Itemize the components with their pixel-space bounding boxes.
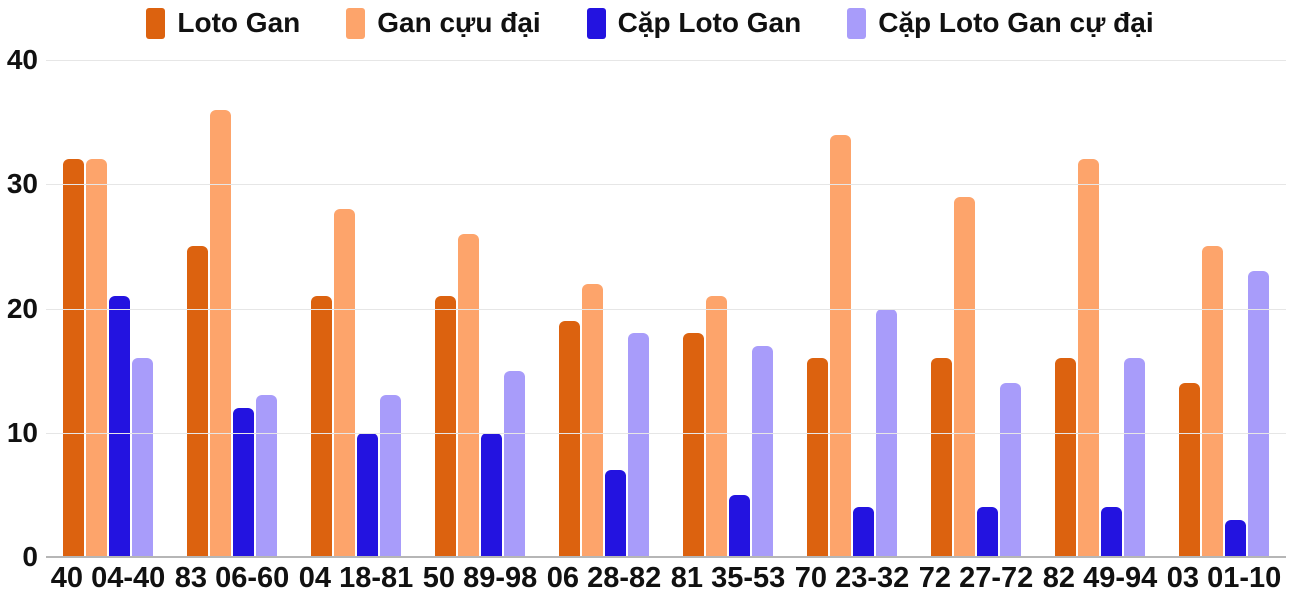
- bar[interactable]: [1179, 383, 1200, 557]
- legend-item-2[interactable]: Cặp Loto Gan: [586, 7, 802, 39]
- bar[interactable]: [481, 432, 502, 557]
- bar[interactable]: [1078, 159, 1099, 557]
- bar[interactable]: [853, 507, 874, 557]
- bar[interactable]: [830, 134, 851, 557]
- bar-group: [1162, 60, 1286, 557]
- bar[interactable]: [931, 358, 952, 557]
- bar[interactable]: [559, 320, 580, 557]
- bar[interactable]: [63, 159, 84, 557]
- gridline: [46, 60, 1286, 61]
- x-tick-label: 82 49-94: [1042, 562, 1158, 594]
- x-tick-label: 40 04-40: [50, 562, 166, 594]
- legend-label: Cặp Loto Gan: [617, 7, 802, 38]
- legend-swatch-icon: [346, 7, 366, 39]
- bar[interactable]: [256, 395, 277, 557]
- legend-swatch-icon: [847, 7, 867, 39]
- bar[interactable]: [86, 159, 107, 557]
- bar[interactable]: [977, 507, 998, 557]
- legend-swatch-icon: [586, 7, 606, 39]
- bar[interactable]: [706, 296, 727, 557]
- bar-group: [1038, 60, 1162, 557]
- x-tick-label: 04 18-81: [298, 562, 414, 594]
- x-axis-line: [46, 556, 1286, 558]
- legend-label: Cặp Loto Gan cự đại: [878, 7, 1154, 38]
- y-tick-label: 40: [6, 44, 38, 75]
- bar-group: [46, 60, 170, 557]
- bar[interactable]: [683, 333, 704, 557]
- bar[interactable]: [1202, 246, 1223, 557]
- bar[interactable]: [1124, 358, 1145, 557]
- bar[interactable]: [357, 432, 378, 557]
- bar-group: [418, 60, 542, 557]
- legend-item-3[interactable]: Cặp Loto Gan cự đại: [847, 7, 1154, 39]
- bar[interactable]: [1225, 519, 1246, 557]
- x-tick-label: 70 23-32: [794, 562, 910, 594]
- bar[interactable]: [132, 358, 153, 557]
- x-tick-label: 06 28-82: [546, 562, 662, 594]
- bar-group: [914, 60, 1038, 557]
- y-axis: 0 10 20 30 40: [0, 0, 38, 600]
- bar[interactable]: [582, 283, 603, 557]
- bar[interactable]: [311, 296, 332, 557]
- legend-label: Gan cựu đại: [377, 7, 541, 38]
- bar-groups: [46, 60, 1286, 557]
- legend-swatch-icon: [146, 7, 166, 39]
- bar-group: [294, 60, 418, 557]
- bar[interactable]: [458, 233, 479, 557]
- bar[interactable]: [504, 370, 525, 557]
- bar[interactable]: [435, 296, 456, 557]
- gridline: [46, 308, 1286, 310]
- x-tick-label: 50 89-98: [422, 562, 538, 594]
- legend-item-1[interactable]: Gan cựu đại: [346, 7, 541, 39]
- bar[interactable]: [187, 246, 208, 557]
- x-tick-label: 83 06-60: [174, 562, 290, 594]
- bar[interactable]: [1000, 383, 1021, 557]
- gridline: [46, 432, 1286, 434]
- plot-area: [46, 60, 1286, 558]
- y-tick-label: 30: [6, 168, 38, 200]
- bar[interactable]: [954, 196, 975, 557]
- bar-group: [170, 60, 294, 557]
- bar[interactable]: [1055, 358, 1076, 557]
- gridline: [46, 184, 1286, 186]
- bar-group: [542, 60, 666, 557]
- y-tick-label: 20: [6, 292, 38, 324]
- chart-legend: Loto Gan Gan cựu đại Cặp Loto Gan Cặp Loto …: [0, 7, 1300, 39]
- x-tick-label: 81 35-53: [670, 562, 786, 594]
- bar[interactable]: [1101, 507, 1122, 557]
- bar[interactable]: [109, 296, 130, 557]
- bar[interactable]: [1248, 271, 1269, 557]
- bar[interactable]: [605, 470, 626, 557]
- bar[interactable]: [380, 395, 401, 557]
- bar[interactable]: [210, 109, 231, 557]
- x-axis: 40 04-40 83 06-60 04 18-81 50 89-98 06 28-82…: [46, 562, 1286, 595]
- bar[interactable]: [233, 407, 254, 557]
- x-tick-label: 03 01-10: [1166, 562, 1282, 594]
- legend-item-0[interactable]: Loto Gan: [146, 7, 300, 39]
- bar[interactable]: [752, 345, 773, 557]
- x-tick-label: 72 27-72: [918, 562, 1034, 594]
- bar-group: [666, 60, 790, 557]
- bar[interactable]: [729, 494, 750, 557]
- y-tick-label: 0: [22, 541, 38, 572]
- y-tick-label: 10: [6, 416, 38, 448]
- bar[interactable]: [807, 358, 828, 557]
- legend-label: Loto Gan: [177, 7, 301, 38]
- bar[interactable]: [334, 209, 355, 557]
- bar[interactable]: [628, 333, 649, 557]
